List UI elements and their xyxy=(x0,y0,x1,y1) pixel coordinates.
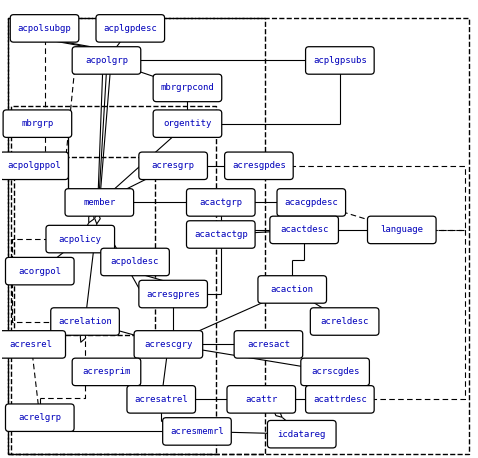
Text: mbrgrp: mbrgrp xyxy=(22,119,54,128)
FancyBboxPatch shape xyxy=(227,386,295,413)
FancyBboxPatch shape xyxy=(268,420,336,448)
FancyBboxPatch shape xyxy=(225,152,293,180)
Text: orgentity: orgentity xyxy=(163,119,212,128)
Text: acresrel: acresrel xyxy=(10,340,53,349)
Text: acpolgppol: acpolgppol xyxy=(7,161,61,170)
Text: acrescgry: acrescgry xyxy=(144,340,193,349)
Text: acattr: acattr xyxy=(245,395,277,404)
Polygon shape xyxy=(89,213,94,223)
FancyBboxPatch shape xyxy=(101,248,169,276)
Text: language: language xyxy=(380,225,424,234)
FancyBboxPatch shape xyxy=(277,189,346,216)
FancyBboxPatch shape xyxy=(96,15,164,42)
Polygon shape xyxy=(80,332,86,342)
FancyBboxPatch shape xyxy=(0,152,68,180)
Text: acresmemrl: acresmemrl xyxy=(170,427,224,436)
Text: acrelation: acrelation xyxy=(58,317,112,326)
FancyBboxPatch shape xyxy=(234,331,303,358)
Text: acplgpsubs: acplgpsubs xyxy=(313,56,367,65)
Text: acpolgrp: acpolgrp xyxy=(85,56,128,65)
Text: acresprim: acresprim xyxy=(82,367,130,376)
Bar xyxy=(11,106,216,454)
FancyBboxPatch shape xyxy=(305,386,374,413)
Text: acactgrp: acactgrp xyxy=(199,198,242,207)
Text: acresact: acresact xyxy=(247,340,290,349)
FancyBboxPatch shape xyxy=(5,257,74,285)
FancyBboxPatch shape xyxy=(270,216,338,244)
FancyBboxPatch shape xyxy=(72,358,141,386)
Text: mbrgrpcond: mbrgrpcond xyxy=(161,83,214,93)
Text: member: member xyxy=(83,198,116,207)
Text: acplgpdesc: acplgpdesc xyxy=(103,24,157,33)
FancyBboxPatch shape xyxy=(139,280,207,308)
Text: acpoldesc: acpoldesc xyxy=(111,257,159,267)
Text: acresgrp: acresgrp xyxy=(152,161,195,170)
FancyBboxPatch shape xyxy=(153,110,222,137)
FancyBboxPatch shape xyxy=(153,74,222,102)
FancyBboxPatch shape xyxy=(5,404,74,431)
FancyBboxPatch shape xyxy=(0,331,65,358)
Text: acrelgrp: acrelgrp xyxy=(18,413,61,422)
FancyBboxPatch shape xyxy=(10,15,79,42)
FancyBboxPatch shape xyxy=(258,276,326,303)
Polygon shape xyxy=(273,410,282,417)
FancyBboxPatch shape xyxy=(310,308,379,335)
Text: acaction: acaction xyxy=(271,285,314,294)
FancyBboxPatch shape xyxy=(186,221,255,248)
Text: acpolicy: acpolicy xyxy=(59,234,102,244)
Text: acactactgp: acactactgp xyxy=(194,230,248,239)
FancyBboxPatch shape xyxy=(368,216,436,244)
Text: acpolsubgp: acpolsubgp xyxy=(18,24,71,33)
FancyBboxPatch shape xyxy=(305,47,374,74)
Text: acattrdesc: acattrdesc xyxy=(313,395,367,404)
Text: acacgpdesc: acacgpdesc xyxy=(284,198,338,207)
Text: acreldesc: acreldesc xyxy=(320,317,369,326)
Text: acorgpol: acorgpol xyxy=(18,267,61,276)
FancyBboxPatch shape xyxy=(65,189,134,216)
Text: acrscgdes: acrscgdes xyxy=(311,367,359,376)
FancyBboxPatch shape xyxy=(139,152,207,180)
FancyBboxPatch shape xyxy=(127,386,196,413)
Text: acresatrel: acresatrel xyxy=(134,395,188,404)
FancyBboxPatch shape xyxy=(51,308,120,335)
Text: acresgpdes: acresgpdes xyxy=(232,161,286,170)
FancyBboxPatch shape xyxy=(186,189,255,216)
Bar xyxy=(8,18,265,454)
Bar xyxy=(14,157,154,335)
Polygon shape xyxy=(95,213,100,224)
FancyBboxPatch shape xyxy=(301,358,369,386)
Text: acresgpres: acresgpres xyxy=(146,289,200,299)
Text: acactdesc: acactdesc xyxy=(280,225,328,234)
FancyBboxPatch shape xyxy=(46,225,115,253)
FancyBboxPatch shape xyxy=(163,418,231,445)
FancyBboxPatch shape xyxy=(72,47,141,74)
FancyBboxPatch shape xyxy=(3,110,72,137)
FancyBboxPatch shape xyxy=(134,331,203,358)
Text: icdatareg: icdatareg xyxy=(278,430,326,439)
